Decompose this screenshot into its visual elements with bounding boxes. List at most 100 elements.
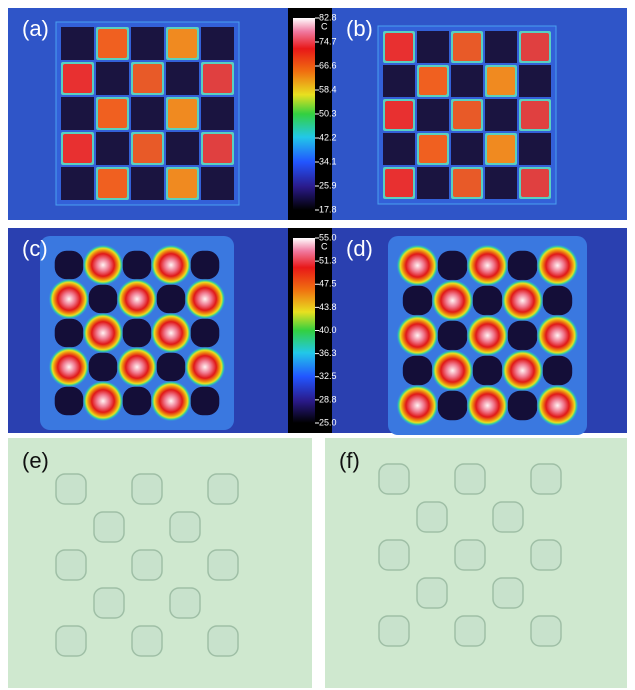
colorbar-tick-label: 17.8 xyxy=(319,204,337,214)
cold-square xyxy=(61,27,94,60)
cold-spot xyxy=(543,356,572,385)
colorbar-tick-label: 47.5 xyxy=(319,279,337,289)
hot-square-core xyxy=(98,169,127,198)
hot-square-core xyxy=(168,99,197,128)
hot-spot xyxy=(397,315,439,357)
panel-label: (b) xyxy=(346,16,373,41)
cold-square xyxy=(61,167,94,200)
cold-square xyxy=(131,97,164,130)
cold-spot xyxy=(89,353,118,382)
cold-spot xyxy=(55,251,84,280)
colorbar-tick-label: 42.2 xyxy=(319,132,337,142)
gel-square xyxy=(455,616,485,646)
hot-square-core xyxy=(385,101,413,129)
colorbar-unit: C xyxy=(321,21,328,31)
cold-spot xyxy=(55,387,84,416)
gel-square xyxy=(94,588,124,618)
cold-spot xyxy=(55,319,84,348)
colorbar-tick-label: 34.1 xyxy=(319,156,337,166)
cold-square xyxy=(485,31,517,63)
colorbar-tick-label: 36.3 xyxy=(319,348,337,358)
cold-square xyxy=(417,167,449,199)
gel-square xyxy=(493,502,523,532)
hot-spot xyxy=(49,347,90,388)
hot-spot xyxy=(502,280,544,322)
cold-spot xyxy=(123,387,152,416)
colorbar-tick-label: 32.5 xyxy=(319,371,337,381)
gel-square xyxy=(455,464,485,494)
hot-square-core xyxy=(203,134,232,163)
cold-square xyxy=(519,65,551,97)
cold-square xyxy=(485,99,517,131)
colorbar-tick-label: 58.4 xyxy=(319,84,337,94)
hot-spot xyxy=(117,279,158,320)
hot-spot xyxy=(117,347,158,388)
hot-spot xyxy=(49,279,90,320)
colorbar-tick-label: 43.8 xyxy=(319,302,337,312)
panel-label: (c) xyxy=(22,236,48,261)
colorbar xyxy=(293,18,315,210)
gel-square xyxy=(170,512,200,542)
gel-square xyxy=(208,626,238,656)
gel-square xyxy=(208,474,238,504)
hot-spot xyxy=(467,315,509,357)
gel-square xyxy=(56,474,86,504)
colorbar-tick-label: 74.7 xyxy=(319,36,337,46)
cold-spot xyxy=(438,391,467,420)
hot-spot xyxy=(432,350,474,392)
gel-square xyxy=(531,616,561,646)
cold-square xyxy=(451,65,483,97)
cold-square xyxy=(201,97,234,130)
colorbar-tick-label: 50.3 xyxy=(319,108,337,118)
gel-square xyxy=(379,616,409,646)
cold-spot xyxy=(543,286,572,315)
hot-square-core xyxy=(63,134,92,163)
hot-spot xyxy=(537,315,579,357)
cold-spot xyxy=(473,356,502,385)
hot-square-core xyxy=(203,64,232,93)
hot-square-core xyxy=(133,134,162,163)
cold-spot xyxy=(438,251,467,280)
colorbar-tick-label: 28.8 xyxy=(319,394,337,404)
cold-square xyxy=(131,167,164,200)
hot-spot xyxy=(151,245,192,286)
cold-square xyxy=(417,99,449,131)
cold-spot xyxy=(191,387,220,416)
hot-spot xyxy=(83,245,124,286)
cold-square xyxy=(485,167,517,199)
colorbar-unit: C xyxy=(321,241,328,251)
cold-square xyxy=(96,132,129,165)
hot-square-core xyxy=(98,99,127,128)
cold-spot xyxy=(508,321,537,350)
cold-square xyxy=(61,97,94,130)
cold-square xyxy=(201,167,234,200)
cold-spot xyxy=(123,319,152,348)
cold-square xyxy=(451,133,483,165)
hot-spot xyxy=(83,381,124,422)
colorbar-tick-label: 25.9 xyxy=(319,180,337,190)
hot-spot xyxy=(537,245,579,287)
cold-spot xyxy=(403,286,432,315)
gel-square xyxy=(132,550,162,580)
cold-square xyxy=(166,132,199,165)
hot-square-core xyxy=(521,101,549,129)
colorbar-tick-label: 51.3 xyxy=(319,256,337,266)
cold-square xyxy=(96,62,129,95)
cold-square xyxy=(417,31,449,63)
gel-square xyxy=(531,464,561,494)
gel-square xyxy=(531,540,561,570)
panels: (a)(b)82.874.766.658.450.342.234.125.917… xyxy=(8,8,627,688)
hot-spot xyxy=(467,385,509,427)
gel-square xyxy=(56,550,86,580)
colorbar-tick-label: 66.6 xyxy=(319,60,337,70)
cold-spot xyxy=(89,285,118,314)
gel-square xyxy=(455,540,485,570)
hot-spot xyxy=(467,245,509,287)
hot-spot xyxy=(537,385,579,427)
panel-label: (d) xyxy=(346,236,373,261)
gel-square xyxy=(94,512,124,542)
hot-spot xyxy=(502,350,544,392)
hot-spot xyxy=(432,280,474,322)
hot-square-core xyxy=(521,169,549,197)
gel-square xyxy=(132,626,162,656)
